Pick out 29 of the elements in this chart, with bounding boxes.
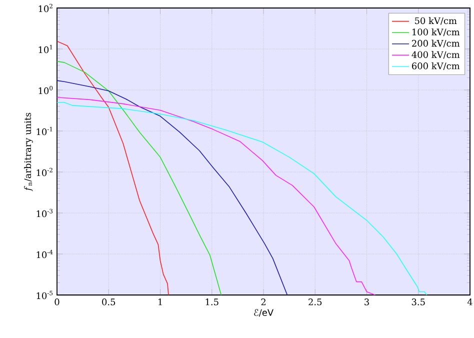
- legend-label: 50 kV/cm: [415, 17, 457, 25]
- legend-label: 600 kV/cm: [412, 62, 460, 70]
- line-series: [57, 40, 169, 296]
- line-series: [57, 60, 222, 296]
- x-tick-label: 1: [158, 298, 162, 306]
- legend-label: 400 kV/cm: [412, 51, 460, 59]
- x-tick-label: 2.5: [308, 298, 322, 306]
- x-tick-label: 3: [364, 298, 369, 306]
- y-axis-title: f$_{n}$/arbitrary units: [24, 112, 33, 192]
- y-tick-label: 10$^{-3}$: [36, 208, 53, 218]
- line-series: [57, 97, 376, 296]
- x-axis-title: ℰ/eV: [254, 309, 274, 317]
- x-tick-label: 0.5: [102, 298, 116, 306]
- x-tick-label: 1.5: [206, 298, 218, 306]
- x-tick-label: 2: [261, 298, 266, 306]
- y-tick-label: 10$^{-2}$: [36, 168, 52, 176]
- legend-label: 200 kV/cm: [412, 40, 460, 48]
- y-tick-label: 10$^{-4}$: [36, 250, 53, 258]
- x-tick-label: 0: [54, 298, 60, 306]
- y-tick-label: 10$^{0}$: [38, 86, 53, 94]
- x-tick-label: 3.5: [412, 298, 425, 306]
- line-series: [57, 80, 288, 296]
- line-series: [57, 102, 428, 296]
- y-tick-label: 10$^{2}$: [38, 4, 52, 12]
- x-tick-label: 4: [467, 298, 472, 306]
- legend-label: 100 kV/cm: [412, 28, 460, 36]
- y-tick-label: 10$^{-1}$: [36, 126, 52, 136]
- y-tick-label: 10$^{1}$: [38, 44, 52, 54]
- y-tick-label: 10$^{-5}$: [36, 290, 53, 300]
